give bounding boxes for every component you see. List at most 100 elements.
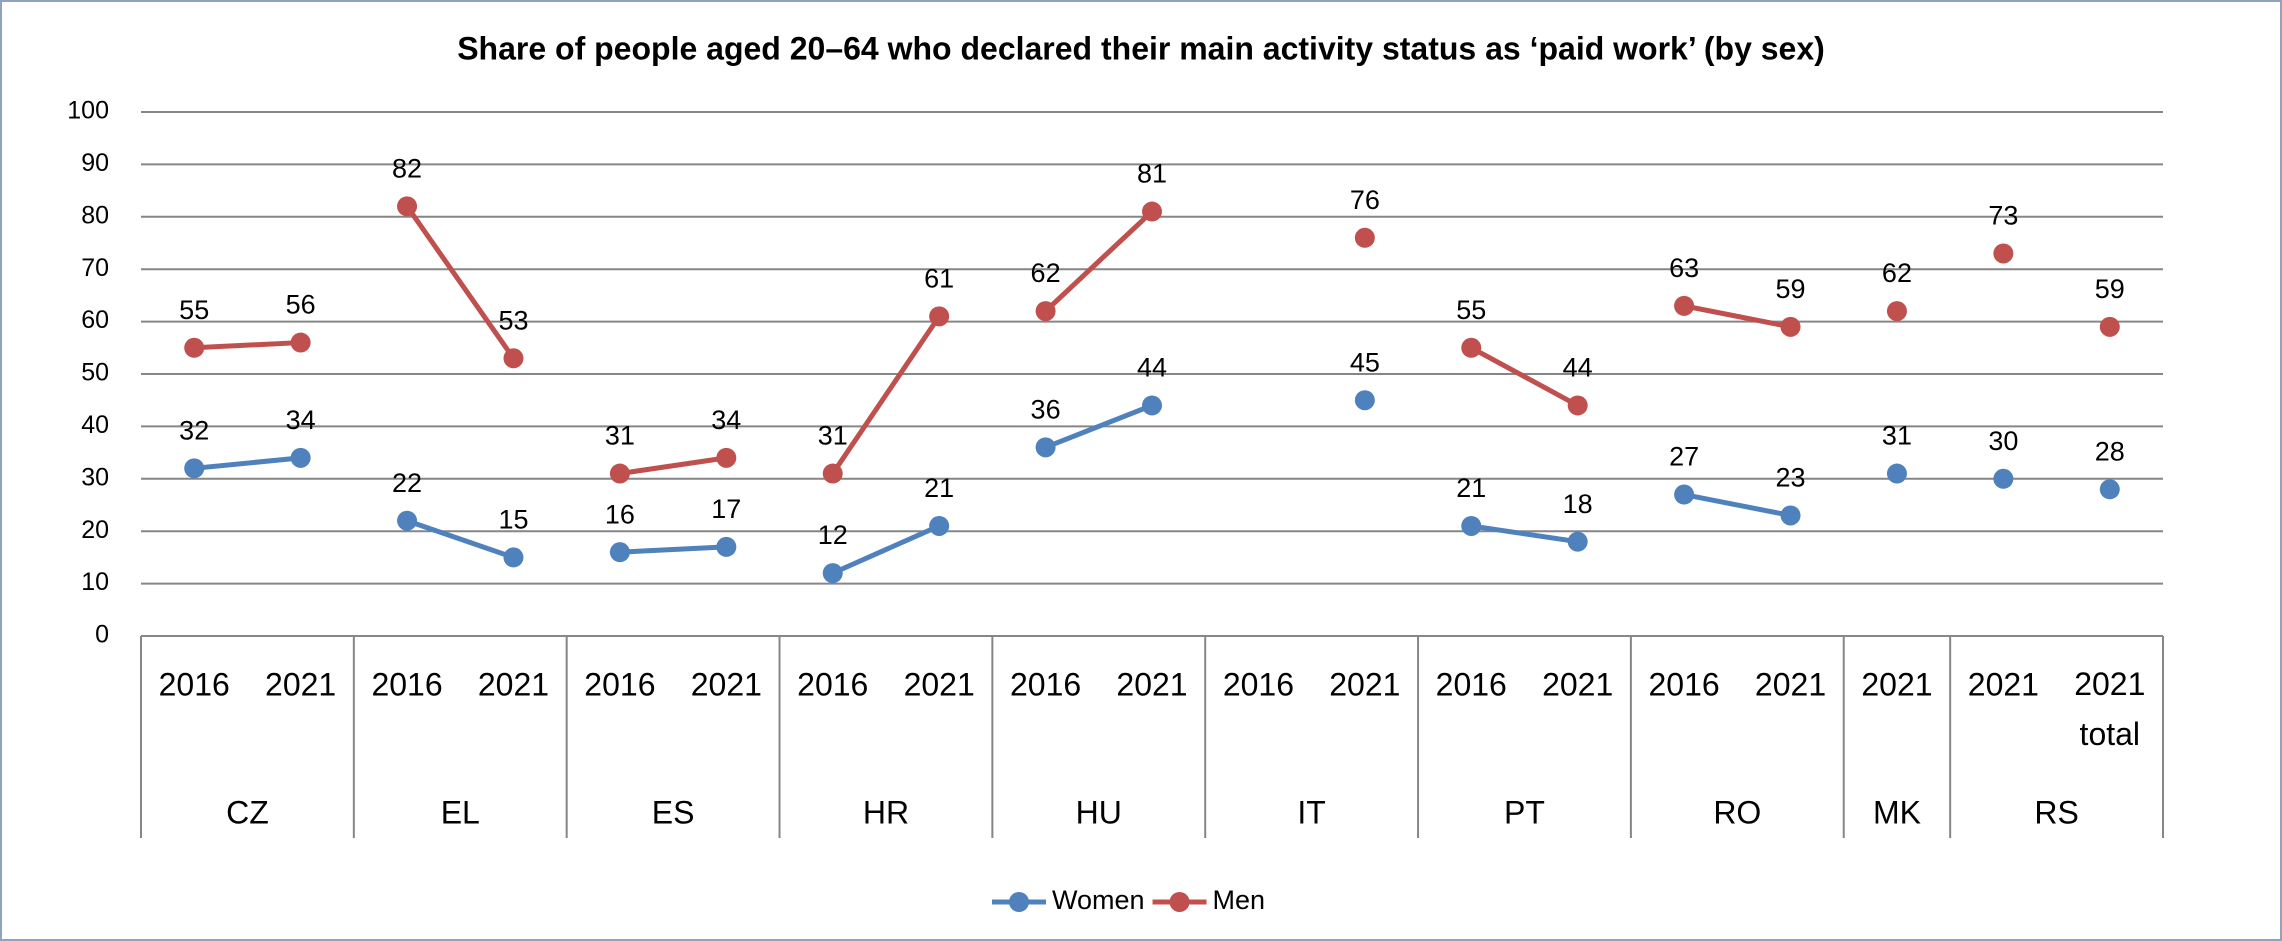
group-label: IT	[1297, 794, 1325, 830]
series-marker	[1780, 316, 1801, 337]
series-line	[405, 204, 516, 360]
data-label: 44	[1563, 353, 1593, 383]
series-marker	[1035, 301, 1056, 322]
series-marker	[609, 542, 630, 563]
series-marker	[1567, 395, 1588, 416]
group-label: HR	[863, 794, 909, 830]
series-marker	[1461, 515, 1482, 536]
y-tick-label: 30	[81, 463, 109, 491]
data-label: 81	[1137, 159, 1167, 189]
x-tick-label: 2021	[904, 666, 975, 702]
x-tick-label: 2021	[1542, 666, 1613, 702]
y-tick-label: 40	[81, 411, 109, 439]
series-line	[1044, 403, 1153, 450]
group-label: RO	[1713, 794, 1761, 830]
group-label: ES	[652, 794, 695, 830]
data-label: 17	[711, 494, 741, 524]
data-label: 27	[1669, 442, 1699, 472]
series-line	[619, 455, 727, 477]
x-tick-label: 2016	[797, 666, 868, 702]
data-label: 62	[1031, 258, 1061, 288]
x-tick-label: 2016	[1223, 666, 1294, 702]
data-label: 73	[1988, 201, 2018, 231]
data-label: 56	[286, 290, 316, 320]
series-line	[193, 455, 301, 471]
series-marker	[184, 458, 205, 479]
series-marker	[2099, 316, 2120, 337]
series-marker	[1461, 337, 1482, 358]
data-label: 45	[1350, 347, 1380, 377]
data-label: 21	[1456, 473, 1486, 503]
data-label: 61	[924, 263, 954, 293]
y-tick-label: 60	[81, 306, 109, 334]
series-marker	[1674, 295, 1695, 316]
series-marker	[290, 332, 311, 353]
data-label: 55	[179, 295, 209, 325]
series-marker	[1142, 395, 1162, 416]
data-label: 30	[1988, 426, 2018, 456]
x-tick-label: 2016	[584, 666, 655, 702]
series-line	[1043, 209, 1154, 313]
legend-marker	[1169, 892, 1190, 912]
data-label: 36	[1031, 394, 1061, 424]
data-label: 28	[2095, 436, 2125, 466]
legend-marker	[1009, 892, 1029, 912]
data-label: 63	[1669, 253, 1699, 283]
chart-title: Share of people aged 20–64 who declared …	[457, 30, 1825, 66]
series-marker	[716, 447, 737, 468]
data-label: 55	[1456, 295, 1486, 325]
series-marker	[1035, 437, 1056, 458]
data-label: 44	[1137, 353, 1167, 383]
data-label: 31	[605, 421, 635, 451]
x-tick-label: 2016	[371, 666, 442, 702]
group-label: CZ	[226, 794, 269, 830]
x-tick-label: 2016	[1649, 666, 1720, 702]
series-line	[831, 523, 941, 576]
y-tick-label: 100	[67, 97, 109, 125]
series-line	[619, 544, 727, 555]
group-label: RS	[2034, 794, 2078, 830]
x-tick-label: 2021	[1861, 666, 1932, 702]
data-label: 16	[605, 499, 635, 529]
data-label: 82	[392, 153, 422, 183]
series-line	[1683, 303, 1792, 330]
data-label: 21	[924, 473, 954, 503]
y-tick-label: 20	[81, 516, 109, 544]
series-line	[830, 314, 942, 475]
series-line	[1683, 492, 1792, 518]
x-tick-label: 2021	[1329, 666, 1400, 702]
x-tick-label: 2016	[159, 666, 230, 702]
data-label: 34	[286, 405, 316, 435]
x-tick-label: 2021	[265, 666, 336, 702]
y-tick-label: 0	[95, 621, 109, 649]
data-label: 59	[2095, 274, 2125, 304]
group-label: PT	[1504, 794, 1545, 830]
x-tick-label: 2021	[1755, 666, 1826, 702]
series-marker	[1142, 201, 1162, 222]
data-label: 34	[711, 405, 741, 435]
series-marker	[184, 337, 205, 358]
x-tick-label: 2021	[1968, 666, 2039, 702]
data-label: 31	[1882, 421, 1912, 451]
series-marker	[397, 510, 418, 531]
data-label: 22	[392, 468, 422, 498]
y-tick-label: 90	[81, 149, 109, 177]
x-tick-label-line: 2021	[2074, 666, 2145, 702]
group-label: EL	[441, 794, 480, 830]
series-marker	[2099, 479, 2120, 500]
series-marker	[822, 463, 843, 484]
y-tick-label: 10	[81, 568, 109, 596]
y-tick-label: 80	[81, 201, 109, 229]
series-marker	[1354, 227, 1375, 248]
legend-label: Men	[1213, 885, 1266, 915]
data-label: 15	[498, 505, 528, 535]
x-tick-label: 2016	[1010, 666, 1081, 702]
series-marker	[822, 563, 843, 584]
data-label: 59	[1776, 274, 1806, 304]
group-label: HU	[1076, 794, 1122, 830]
legend-label: Women	[1052, 885, 1145, 915]
series-marker	[929, 306, 950, 327]
series-marker	[1993, 243, 2014, 264]
y-tick-label: 50	[81, 359, 109, 387]
